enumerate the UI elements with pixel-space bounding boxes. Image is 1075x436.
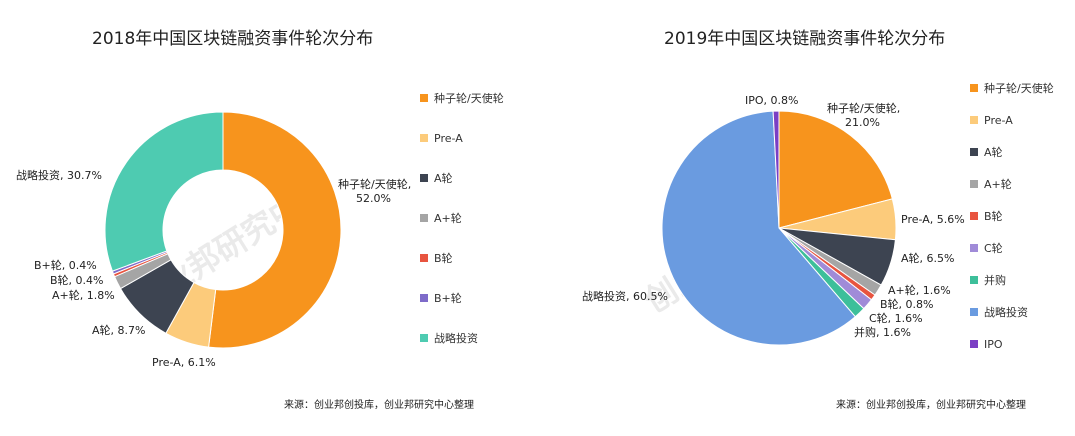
slice-label-pre-a: Pre-A, 5.6% — [901, 213, 965, 226]
chart-title: 2018年中国区块链融资事件轮次分布 — [92, 29, 374, 49]
legend-item-seed-angel: 种子轮/天使轮 — [970, 82, 1054, 96]
slice-label-round-a-plus: A+轮, 1.6% — [888, 283, 951, 297]
legend-swatch — [970, 244, 978, 252]
legend-label: Pre-A — [434, 132, 463, 145]
legend-label: 种子轮/天使轮 — [984, 82, 1054, 95]
slice-ipo — [772, 110, 780, 229]
legend-item-round-b: B轮 — [970, 210, 1003, 224]
slice-label-strategic: 战略投资, 30.7% — [16, 168, 102, 182]
legend-swatch — [970, 340, 978, 348]
slice-label-seed-angel: 种子轮/天使轮, — [827, 101, 900, 115]
donut-chart-2018: 种子轮/天使轮,52.0% Pre-A, 6.1% A轮, 8.7% A+轮, 1.8… — [16, 111, 411, 369]
legend-swatch — [420, 174, 428, 182]
slice-value-seed-angel: 52.0% — [356, 192, 391, 205]
legend-swatch — [970, 276, 978, 284]
legend-label: 种子轮/天使轮 — [434, 92, 504, 105]
legend-item-seed-angel: 种子轮/天使轮 — [420, 92, 504, 106]
legend-label: A+轮 — [984, 178, 1012, 191]
legend-item-pre-a: Pre-A — [420, 132, 463, 146]
slice-label-round-a: A轮, 6.5% — [901, 251, 954, 265]
legend-label: B轮 — [434, 252, 453, 265]
legend-swatch — [970, 180, 978, 188]
slice-value-seed-angel: 21.0% — [845, 116, 880, 129]
chart-panel-2019: 2019年中国区块链融资事件轮次分布 创业邦研究中心 种子轮/天使轮,21.0%… — [538, 0, 1075, 436]
legend-label: 战略投资 — [434, 332, 478, 345]
chart-panel-2018: 2018年中国区块链融资事件轮次分布 创业邦研究中心 种子轮/天使轮, 52.0%… — [16, 29, 504, 411]
legend-label: A轮 — [984, 146, 1003, 159]
slice-label-round-a-plus: A+轮, 1.8% — [52, 288, 115, 302]
slice-label-round-b: B轮, 0.4% — [50, 273, 104, 287]
slice-seed-angel — [778, 110, 893, 229]
legend-label: 战略投资 — [984, 306, 1028, 319]
legend-swatch — [420, 294, 428, 302]
legend-swatch — [420, 214, 428, 222]
legend-label: B+轮 — [434, 292, 462, 305]
chart-title: 2019年中国区块链融资事件轮次分布 — [664, 29, 946, 49]
legend-item-strategic: 战略投资 — [970, 306, 1028, 320]
legend-label: 并购 — [984, 274, 1006, 287]
slice-strategic — [661, 110, 856, 346]
legend-item-ipo: IPO — [970, 338, 1003, 352]
pie-chart-2019: 种子轮/天使轮,21.0% Pre-A, 5.6% A轮, 6.5% A+轮, 1.6… — [582, 94, 965, 346]
legend-swatch — [970, 212, 978, 220]
legend-swatch — [420, 94, 428, 102]
legend-swatch — [970, 308, 978, 316]
legend-swatch — [420, 134, 428, 142]
legend-item-round-b-plus: B+轮 — [420, 292, 462, 306]
slice-label-round-b-plus: B+轮, 0.4% — [34, 258, 97, 272]
legend-swatch — [970, 84, 978, 92]
legend-label: Pre-A — [984, 114, 1013, 127]
legend-item-round-c: C轮 — [970, 242, 1003, 256]
legend-swatch — [420, 334, 428, 342]
legend-item-round-a: A轮 — [420, 172, 453, 186]
slice-label-round-b: B轮, 0.8% — [880, 297, 934, 311]
legend-item-round-a-plus: A+轮 — [420, 212, 462, 226]
legend-item-pre-a: Pre-A — [970, 114, 1013, 128]
slice-label-ipo: IPO, 0.8% — [745, 94, 798, 107]
legend-label: A+轮 — [434, 212, 462, 225]
legend-item-round-b: B轮 — [420, 252, 453, 266]
legend-swatch — [970, 148, 978, 156]
legend-item-round-a: A轮 — [970, 146, 1003, 160]
slice-label-pre-a: Pre-A, 6.1% — [152, 356, 216, 369]
legend-item-strategic: 战略投资 — [420, 332, 478, 346]
slice-label-merger: 并购, 1.6% — [854, 325, 911, 339]
legend-item-round-a-plus: A+轮 — [970, 178, 1012, 192]
slice-label-round-a: A轮, 8.7% — [92, 323, 145, 337]
slice-label-strategic: 战略投资, 60.5% — [582, 289, 668, 303]
source-note: 来源：创业邦创投库，创业邦研究中心整理 — [284, 400, 474, 411]
slice-label-round-c: C轮, 1.6% — [869, 311, 923, 325]
slice-strategic — [104, 111, 224, 272]
legend-label: B轮 — [984, 210, 1003, 223]
source-note: 来源：创业邦创投库，创业邦研究中心整理 — [836, 400, 1026, 411]
legend-swatch — [420, 254, 428, 262]
legend-swatch — [970, 116, 978, 124]
legend-label: C轮 — [984, 242, 1003, 255]
legend-label: A轮 — [434, 172, 453, 185]
legend-label: IPO — [984, 338, 1003, 351]
legend-item-merger: 并购 — [970, 274, 1006, 288]
slice-seed-angel — [208, 111, 342, 349]
slice-label-seed-angel: 种子轮/天使轮, — [338, 177, 411, 191]
